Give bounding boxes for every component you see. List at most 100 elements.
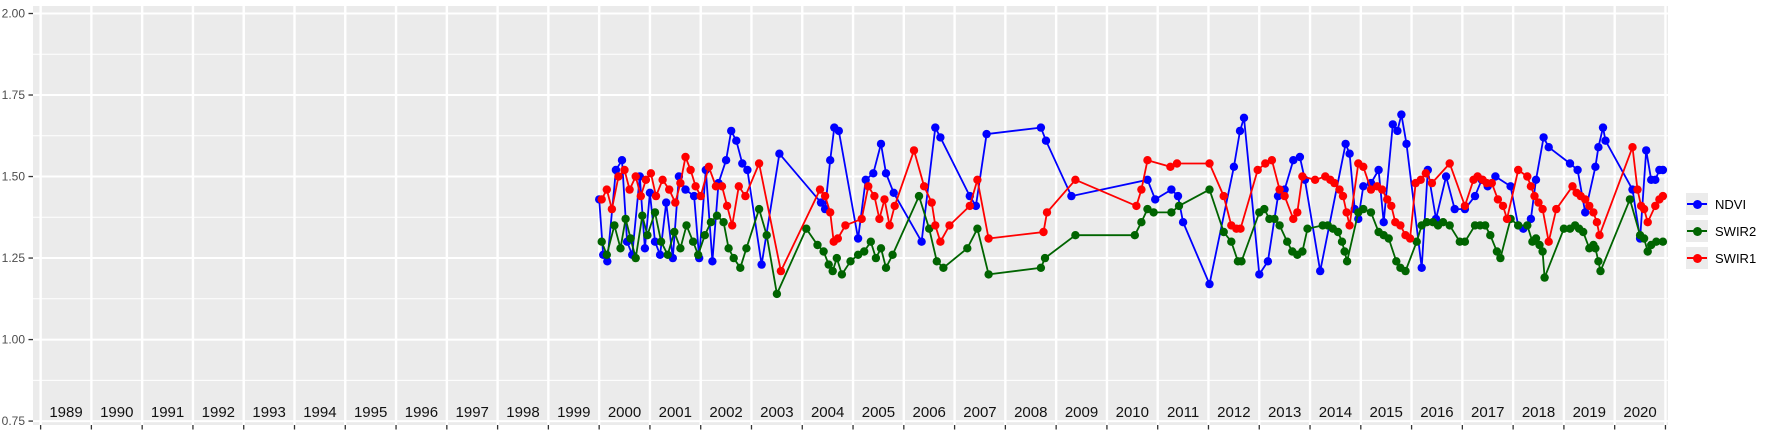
data-point-swir1 <box>909 146 919 155</box>
data-point-swir2 <box>1514 221 1523 230</box>
data-point-ndvi <box>1651 175 1660 184</box>
data-point-swir2 <box>1401 266 1410 276</box>
data-point-swir1 <box>1345 221 1354 230</box>
data-point-swir2 <box>1596 266 1605 276</box>
year-label: 2001 <box>659 404 692 421</box>
data-point-swir2 <box>670 227 679 237</box>
data-point-swir1 <box>1132 201 1141 211</box>
data-point-swir1 <box>936 237 945 246</box>
data-point-swir1 <box>1298 172 1307 181</box>
data-point-ndvi <box>971 201 981 211</box>
data-point-swir1 <box>1416 175 1425 184</box>
data-point-ndvi <box>917 237 926 246</box>
data-point-ndvi <box>1359 182 1368 191</box>
data-point-swir1 <box>1039 227 1048 237</box>
data-point-ndvi <box>1289 156 1298 165</box>
data-point-ndvi <box>1273 191 1283 201</box>
legend: NDVI SWIR2 SWIR1 <box>1686 193 1756 269</box>
data-point-swir1 <box>1042 208 1052 217</box>
data-point-swir2 <box>1523 221 1532 230</box>
legend-key-swir1 <box>1686 247 1708 269</box>
legend-point-icon <box>1692 199 1702 209</box>
year-label: 2011 <box>1167 404 1199 421</box>
data-point-swir2 <box>1342 257 1352 266</box>
data-point-swir2 <box>1579 227 1588 237</box>
year-label: 2010 <box>1116 404 1149 421</box>
data-point-ndvi <box>1036 123 1046 132</box>
data-point-swir1 <box>1595 231 1604 240</box>
data-point-swir2 <box>1340 247 1349 256</box>
legend-item-swir2: SWIR2 <box>1686 220 1756 242</box>
year-label: 1997 <box>456 404 489 421</box>
data-point-ndvi <box>1594 143 1603 152</box>
data-point-swir1 <box>1585 201 1594 211</box>
year-label: 2000 <box>608 404 641 421</box>
data-point-swir1 <box>1445 159 1454 168</box>
data-point-swir2 <box>1492 247 1502 256</box>
data-point-ndvi <box>1573 165 1582 175</box>
data-point-swir2 <box>939 263 948 272</box>
data-point-ndvi <box>982 129 991 139</box>
data-point-ndvi <box>662 198 671 207</box>
data-point-ndvi <box>1417 263 1426 272</box>
data-point-swir2 <box>1298 247 1307 256</box>
data-point-swir2 <box>621 214 630 224</box>
data-point-swir1 <box>1236 224 1245 233</box>
axis-ticks <box>28 12 1667 430</box>
data-point-swir1 <box>1487 178 1497 188</box>
data-point-swir2 <box>712 211 722 220</box>
data-point-ndvi <box>732 136 741 145</box>
data-point-ndvi <box>869 169 878 178</box>
year-label: 2016 <box>1420 404 1453 421</box>
data-point-swir2 <box>1359 204 1368 214</box>
data-point-swir2 <box>1652 237 1661 246</box>
data-point-ndvi <box>1229 162 1239 171</box>
data-point-swir2 <box>1559 224 1569 233</box>
data-point-swir2 <box>846 257 855 266</box>
legend-item-swir1: SWIR1 <box>1686 247 1756 269</box>
data-point-swir1 <box>1387 201 1396 211</box>
data-point-swir2 <box>1036 263 1046 272</box>
data-point-swir2 <box>1071 231 1080 240</box>
data-point-swir2 <box>1366 208 1376 217</box>
year-label: 1992 <box>202 404 235 421</box>
data-point-swir2 <box>762 231 771 240</box>
year-label: 1994 <box>303 404 336 421</box>
data-point-ndvi <box>826 156 835 165</box>
data-point-swir1 <box>717 182 727 191</box>
data-point-swir2 <box>682 221 691 230</box>
data-point-ndvi <box>775 149 784 158</box>
data-point-swir1 <box>1589 208 1598 217</box>
data-point-swir1 <box>820 191 830 201</box>
data-point-swir2 <box>984 270 993 279</box>
data-point-ndvi <box>1402 139 1411 149</box>
data-point-swir2 <box>1337 237 1347 246</box>
data-point-swir2 <box>754 204 764 214</box>
data-point-swir1 <box>1330 178 1339 188</box>
year-label: 1995 <box>354 404 387 421</box>
data-point-swir1 <box>1275 185 1284 194</box>
year-label: 1991 <box>151 404 184 421</box>
data-point-ndvi <box>1143 175 1152 184</box>
data-point-ndvi <box>1151 195 1160 204</box>
data-point-swir1 <box>965 201 974 211</box>
y-tick-label: 1.75 <box>2 88 26 102</box>
data-point-swir2 <box>1392 257 1401 266</box>
year-label: 2018 <box>1522 404 1555 421</box>
data-point-swir1 <box>658 175 667 184</box>
data-point-ndvi <box>738 159 747 168</box>
data-point-ndvi <box>1255 270 1264 279</box>
data-point-swir2 <box>914 191 924 201</box>
data-point-swir2 <box>719 218 728 227</box>
data-point-swir1 <box>1530 191 1539 201</box>
data-point-swir1 <box>1514 165 1523 175</box>
data-point-ndvi <box>1642 146 1651 155</box>
y-tick-label: 0.75 <box>2 414 26 428</box>
year-label: 2008 <box>1014 404 1047 421</box>
data-point-swir2 <box>736 263 745 272</box>
data-point-ndvi <box>1506 182 1515 191</box>
data-point-swir2 <box>1270 214 1279 224</box>
data-point-ndvi <box>603 257 612 266</box>
data-point-swir2 <box>1531 234 1541 243</box>
data-point-swir1 <box>754 159 764 168</box>
